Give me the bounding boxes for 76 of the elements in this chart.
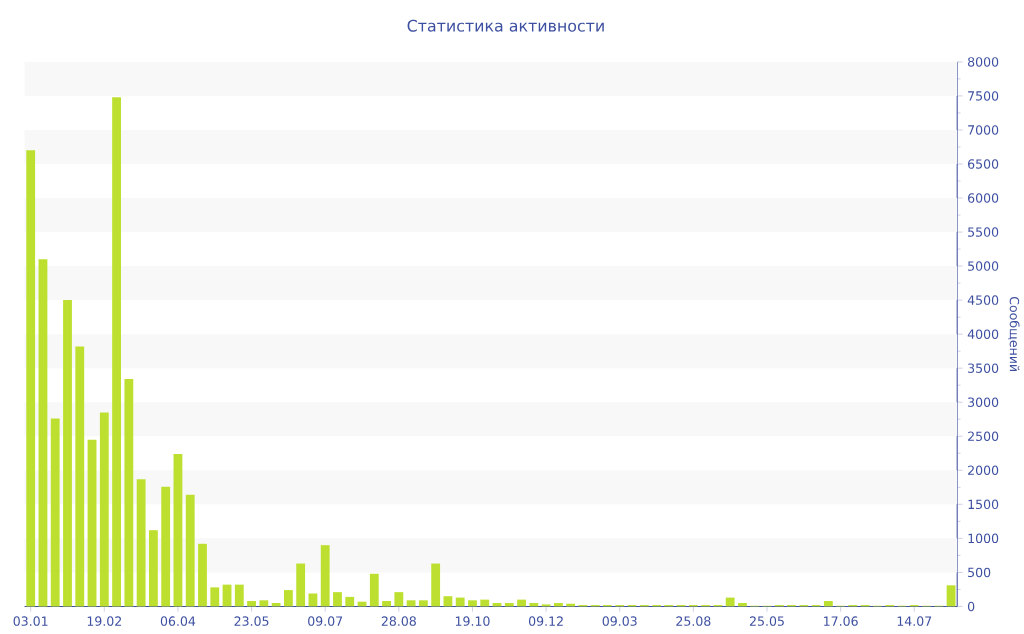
bar [38, 259, 48, 607]
y-tick-label: 7000 [968, 125, 999, 135]
y-tick-label: 5000 [968, 261, 999, 272]
x-tick-label: 09.12 [528, 616, 563, 627]
bar [234, 584, 244, 607]
y-tick-label: 8000 [968, 57, 999, 67]
bar [480, 599, 490, 607]
bar [112, 97, 121, 607]
bar [455, 597, 465, 607]
y-tick-label: 7500 [968, 91, 999, 101]
chart-title: Статистика активности [407, 19, 604, 32]
y-tick-label: 2500 [968, 431, 999, 442]
x-tick-label: 25.05 [749, 616, 784, 627]
bar [369, 573, 379, 607]
bar [124, 379, 134, 607]
bar [259, 600, 269, 607]
bar [63, 300, 72, 607]
bar [50, 418, 60, 607]
bar [296, 563, 306, 607]
bar [725, 597, 735, 607]
y-tick-label: 1000 [968, 533, 999, 544]
y-tick-label: 6500 [968, 159, 999, 169]
x-tick-label: 03.01 [13, 616, 48, 627]
y-tick-label: 5500 [968, 227, 999, 237]
bar [517, 599, 526, 607]
bar [541, 604, 551, 607]
x-tick-label: 09.07 [308, 616, 343, 627]
bar [320, 545, 330, 607]
bar [136, 479, 146, 607]
y-tick-label: 6000 [968, 193, 999, 203]
y-axis-title: Сообщений [1008, 297, 1020, 372]
y-tick-label: 500 [968, 567, 991, 578]
bar [504, 603, 514, 607]
x-tick-label: 25.08 [676, 616, 711, 627]
y-tick-label: 1500 [968, 499, 999, 510]
bar [247, 601, 256, 607]
y-tick-label: 2000 [968, 465, 999, 476]
y-tick-label: 3500 [968, 363, 999, 374]
y-tick-label: 4000 [967, 329, 999, 340]
x-tick-label: 19.10 [455, 616, 490, 627]
bar [431, 563, 441, 607]
y-tick-label: 3000 [968, 397, 999, 408]
bar [406, 600, 416, 607]
bar [345, 597, 355, 607]
bar [553, 603, 563, 607]
bar [738, 603, 747, 607]
bar [161, 486, 171, 607]
bar [308, 593, 318, 607]
bar [418, 600, 428, 607]
bar [333, 592, 342, 607]
bar [394, 592, 404, 607]
bar [198, 543, 207, 607]
x-tick-label: 09.03 [602, 616, 637, 627]
bar [382, 601, 391, 607]
x-tick-label: 23.05 [234, 616, 269, 627]
bar [148, 530, 158, 607]
y-tick-label: 4500 [967, 295, 999, 306]
bar [271, 603, 281, 607]
bar [99, 412, 109, 607]
bar [823, 601, 833, 607]
bar [26, 150, 36, 607]
bar [529, 603, 539, 607]
y-tick-label: 0 [967, 601, 975, 612]
bar [468, 600, 477, 607]
bar [946, 585, 956, 607]
bar [173, 454, 183, 607]
x-tick-label: 28.08 [381, 616, 416, 627]
bar [185, 494, 195, 607]
x-tick-label: 19.02 [87, 616, 122, 627]
x-tick-label: 17.06 [824, 616, 858, 627]
x-tick-label: 14.07 [897, 616, 932, 627]
bar [283, 590, 293, 607]
bar [210, 587, 220, 607]
bar [75, 346, 85, 607]
x-tick-label: 06.04 [160, 616, 196, 627]
bar [87, 439, 97, 607]
